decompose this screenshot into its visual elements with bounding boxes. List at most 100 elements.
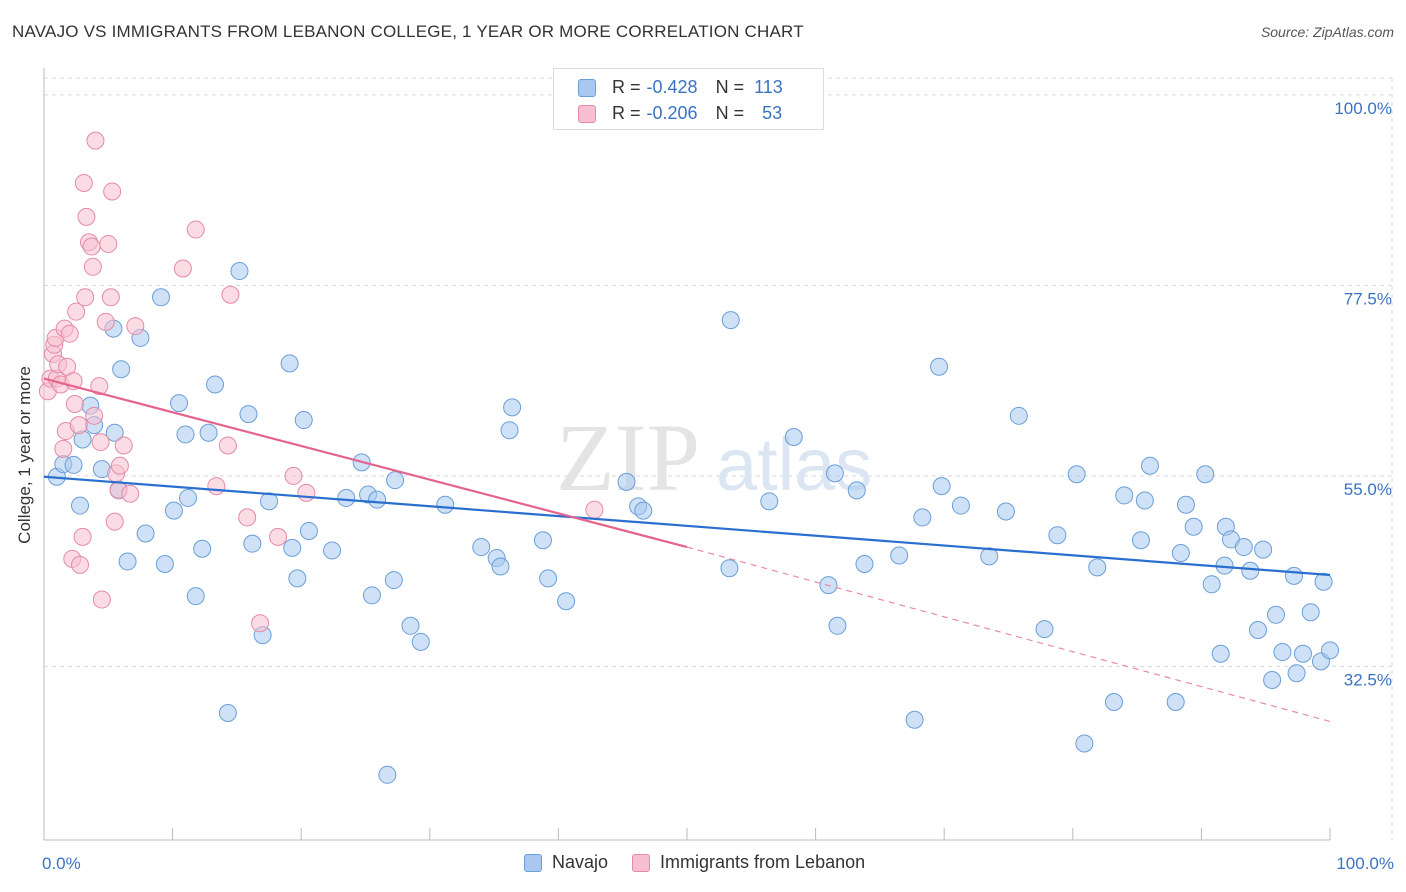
y-axis-label: College, 1 year or more [15, 366, 34, 544]
point-0-80 [1075, 734, 1094, 753]
tick-labels: 100.0% 77.5% 55.0% 32.5% 0.0% 100.0% [42, 99, 1394, 873]
point-0-36 [323, 541, 342, 560]
y-tick-label-2: 55.0% [1344, 480, 1392, 499]
point-0-25 [218, 704, 237, 722]
point-1-51 [297, 483, 316, 502]
point-1-46 [221, 285, 240, 304]
x-tick-label-0: 0.0% [42, 854, 81, 873]
point-0-58 [634, 501, 653, 520]
point-0-105 [1287, 664, 1306, 683]
point-0-46 [411, 632, 430, 651]
point-0-37 [337, 488, 356, 507]
point-0-60 [721, 311, 740, 330]
point-0-54 [539, 569, 558, 588]
point-1-16 [67, 302, 86, 321]
point-0-17 [164, 501, 183, 520]
point-0-89 [1176, 495, 1195, 514]
point-1-41 [126, 317, 145, 336]
n-label: N = [715, 103, 745, 123]
point-1-39 [114, 436, 133, 455]
point-0-101 [1263, 670, 1282, 689]
point-1-43 [186, 220, 205, 239]
point-0-22 [193, 539, 212, 558]
point-0-71 [930, 357, 949, 376]
n-label: N = [715, 77, 745, 97]
point-0-65 [828, 616, 847, 635]
point-0-67 [855, 554, 874, 573]
point-1-21 [76, 288, 95, 307]
trend-line-1 [43, 377, 688, 549]
point-0-91 [1196, 465, 1215, 484]
point-1-30 [92, 590, 111, 609]
watermark: ZIP atlas [556, 404, 872, 511]
point-0-86 [1140, 456, 1159, 475]
point-1-19 [73, 527, 92, 546]
point-0-85 [1135, 491, 1154, 510]
point-0-4 [71, 496, 90, 515]
point-1-48 [251, 614, 270, 633]
n-value: 53 [762, 103, 783, 123]
point-0-34 [294, 411, 313, 430]
watermark-zip: ZIP [556, 404, 700, 511]
point-0-103 [1273, 643, 1292, 662]
point-0-19 [176, 425, 195, 444]
point-0-83 [1115, 486, 1134, 505]
point-1-40 [121, 484, 140, 503]
point-0-97 [1234, 538, 1253, 557]
point-1-31 [96, 312, 115, 331]
y-tick-label-1: 77.5% [1344, 289, 1392, 308]
point-1-34 [103, 182, 122, 201]
point-0-70 [913, 508, 932, 527]
trend-line-0 [43, 475, 1331, 577]
point-0-82 [1104, 692, 1123, 711]
r-label: R = [612, 77, 641, 97]
legend-label-lebanon: Immigrants from Lebanon [660, 852, 866, 872]
point-0-84 [1131, 531, 1150, 550]
point-0-52 [503, 398, 522, 417]
point-1-18 [71, 555, 90, 574]
point-1-24 [82, 237, 101, 256]
trend-extension-1 [686, 546, 1331, 723]
point-0-27 [239, 405, 258, 424]
r-value: -0.428 [646, 77, 698, 97]
point-0-78 [1048, 526, 1067, 545]
point-0-61 [760, 492, 779, 511]
point-0-28 [243, 534, 262, 553]
r-label: R = [612, 103, 641, 123]
r-value: -0.206 [646, 103, 698, 123]
point-0-31 [280, 354, 299, 373]
lebanon-legend-swatch [632, 853, 651, 872]
point-0-69 [905, 710, 924, 729]
point-1-29 [91, 433, 110, 452]
point-0-43 [384, 571, 403, 590]
point-0-50 [491, 557, 510, 576]
point-1-32 [99, 234, 118, 253]
point-0-104 [1284, 566, 1303, 585]
point-0-33 [288, 569, 307, 588]
series-1-points [38, 131, 604, 633]
point-0-106 [1293, 644, 1312, 663]
data-points [38, 131, 1339, 784]
point-0-44 [386, 471, 405, 490]
point-0-2 [64, 455, 83, 474]
point-0-102 [1266, 605, 1285, 624]
point-0-20 [179, 488, 198, 507]
stats-row-navajo: R = -0.428 N = 113 [578, 77, 783, 98]
y-tick-label-0: 100.0% [1334, 99, 1392, 118]
point-0-98 [1241, 561, 1260, 580]
point-0-9 [105, 423, 124, 442]
point-0-35 [299, 521, 318, 540]
point-0-100 [1254, 540, 1273, 559]
legend-entry-navajo[interactable]: Navajo [524, 852, 608, 873]
point-0-90 [1184, 517, 1203, 536]
point-1-50 [284, 466, 303, 485]
series-0-points [47, 262, 1339, 784]
point-0-40 [362, 586, 381, 605]
point-0-51 [500, 421, 519, 440]
point-0-79 [1067, 465, 1086, 484]
point-1-26 [85, 406, 104, 425]
point-0-26 [230, 262, 249, 281]
chart-title: NAVAJO VS IMMIGRANTS FROM LEBANON COLLEG… [12, 22, 804, 41]
point-0-110 [1321, 641, 1339, 660]
legend-entry-lebanon[interactable]: Immigrants from Lebanon [632, 852, 865, 873]
